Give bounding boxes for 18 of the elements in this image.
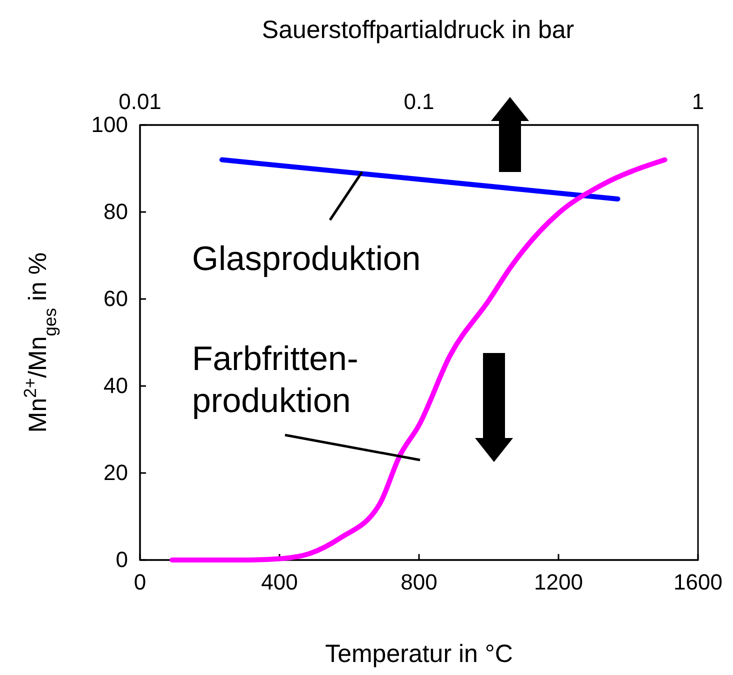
x-tick-label: 1600 bbox=[674, 570, 722, 595]
x-tick-label: 800 bbox=[400, 570, 438, 595]
x2-axis-title: Sauerstoffpartialdruck in bar bbox=[262, 16, 574, 44]
x-tick-label: 0 bbox=[134, 570, 146, 595]
x-axis-title: Temperatur in °C bbox=[325, 640, 513, 668]
series-label: Farbfritten-produktion bbox=[192, 340, 358, 420]
y-tick-label: 0 bbox=[116, 547, 128, 572]
x2-tick-label: 0.01 bbox=[118, 89, 162, 114]
x-tick-label: 400 bbox=[261, 570, 298, 595]
x2-tick-label: 0.1 bbox=[404, 89, 434, 114]
y-tick-label: 100 bbox=[91, 112, 128, 138]
y-tick-label: 40 bbox=[104, 373, 128, 398]
y-tick-label: 60 bbox=[104, 286, 128, 312]
y-tick-label: 20 bbox=[104, 460, 128, 486]
series-label: Glasproduktion bbox=[192, 240, 421, 278]
x2-tick-label: 1 bbox=[692, 89, 704, 114]
y-tick-label: 80 bbox=[104, 199, 128, 224]
x-tick-label: 1200 bbox=[534, 570, 583, 595]
